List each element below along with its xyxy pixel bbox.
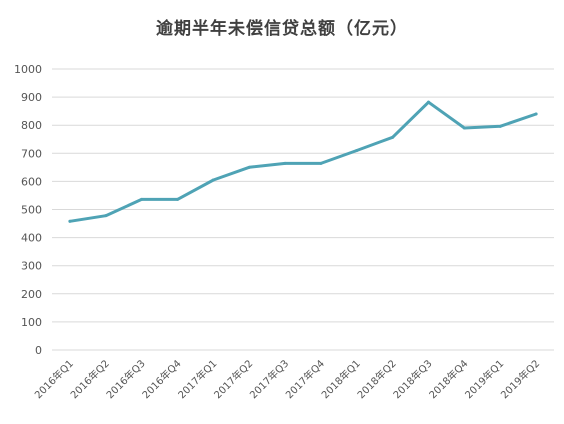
data-point — [355, 148, 359, 152]
data-point — [176, 197, 179, 201]
data-point — [211, 178, 215, 182]
y-tick-label: 1000 — [14, 63, 42, 76]
x-tick-label: 2019年Q2 — [498, 357, 542, 401]
y-tick-label: 200 — [21, 288, 42, 301]
data-point — [140, 197, 144, 201]
data-point — [247, 165, 251, 169]
data-point — [104, 214, 108, 218]
y-tick-label: 100 — [21, 316, 42, 329]
data-point — [534, 112, 538, 116]
y-tick-label: 400 — [21, 232, 42, 245]
data-point — [427, 100, 430, 104]
data-point — [319, 161, 323, 165]
y-tick-label: 800 — [21, 119, 42, 132]
data-point — [68, 219, 72, 223]
y-tick-label: 0 — [35, 344, 42, 357]
data-point — [462, 126, 466, 130]
y-tick-label: 500 — [21, 204, 42, 217]
chart-title: 逾期半年未偿信贷总额（亿元） — [156, 19, 408, 39]
data-point — [498, 124, 502, 128]
y-tick-label: 300 — [21, 260, 42, 273]
y-tick-label: 900 — [21, 91, 42, 104]
y-tick-label: 600 — [21, 175, 42, 188]
data-point — [283, 161, 287, 165]
series-line — [68, 100, 538, 223]
data-point — [391, 135, 395, 139]
y-tick-label: 700 — [21, 147, 42, 160]
